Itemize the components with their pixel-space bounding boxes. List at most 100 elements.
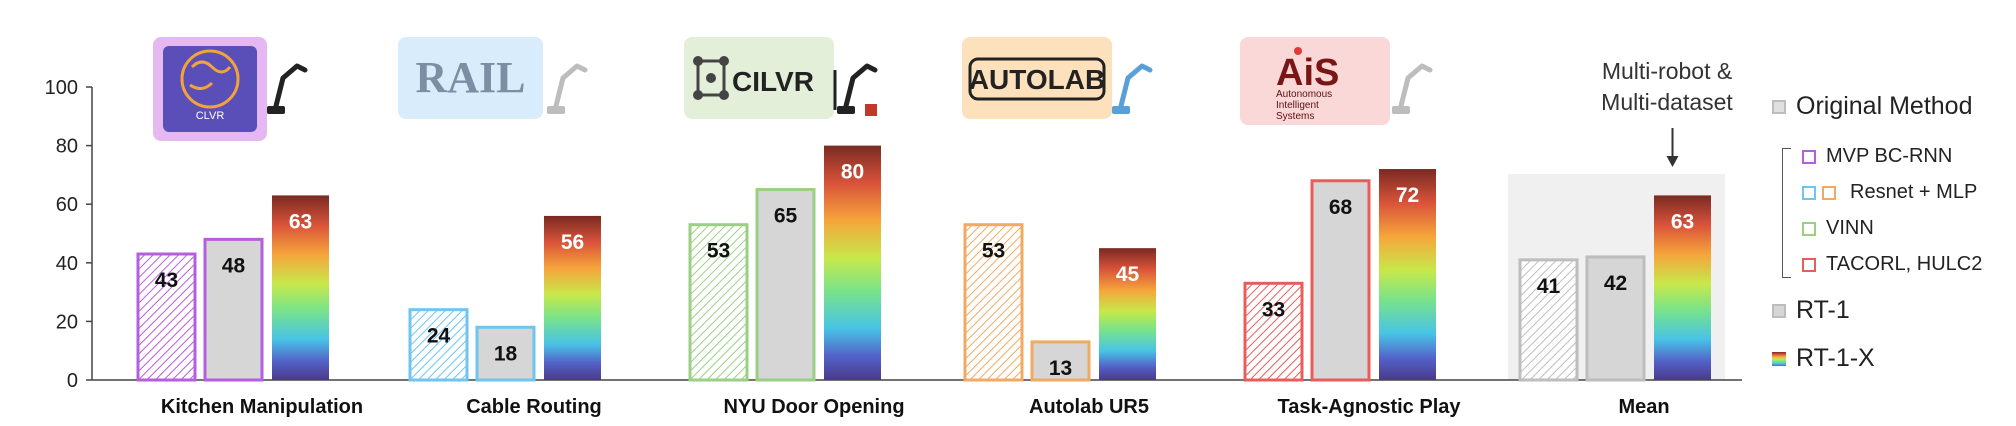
lab-logo-subtext: Systems <box>1276 111 1314 122</box>
annotation-arrow-head <box>1666 156 1679 167</box>
category-label: Autolab UR5 <box>1029 396 1149 418</box>
bar-rt1 <box>755 188 816 382</box>
category-label: Kitchen Manipulation <box>161 396 363 418</box>
legend-rt1x: RT-1-X <box>1772 344 1875 373</box>
legend-original-method: Original Method <box>1772 92 1972 121</box>
annotation-multi-robot: Multi-robot & Multi-dataset <box>1601 58 1733 115</box>
robot-arm-icon <box>267 63 308 114</box>
value-label-original: 33 <box>1262 298 1285 321</box>
lab-logo-text: AiS <box>1276 52 1339 94</box>
value-label-rt1x: 56 <box>561 231 584 254</box>
cilvr-node-icon <box>719 56 729 66</box>
lab-logo-text: CILVR <box>732 66 814 97</box>
lab-logo-text: AUTOLAB <box>969 64 1105 95</box>
value-label-rt1: 42 <box>1604 272 1627 295</box>
legend-item-vinn: VINN <box>1802 217 1874 240</box>
bar-rt1x <box>1099 248 1156 380</box>
cilvr-node-icon <box>693 90 703 100</box>
legend-resnet-label: Resnet + MLP <box>1850 181 1978 203</box>
bar-rt1x <box>1379 169 1436 380</box>
bar-rt1 <box>475 325 536 382</box>
legend-original-label: Original Method <box>1796 92 1973 120</box>
cilvr-node-icon <box>693 56 703 66</box>
bar-rt1x <box>272 195 329 380</box>
legend-item-resnet: Resnet + MLP <box>1802 181 1977 204</box>
value-label-rt1: 13 <box>1049 357 1072 380</box>
legend-rt1x-label: RT-1-X <box>1796 344 1875 372</box>
cilvr-network-icon <box>696 59 726 97</box>
bar-original-method <box>408 308 469 382</box>
bar-rt1 <box>1310 179 1371 382</box>
legend-item-mvp: MVP BC-RNN <box>1802 145 1952 168</box>
category-label: Mean <box>1618 396 1669 418</box>
y-tick-label: 80 <box>56 136 78 158</box>
legend-tacorl-swatch <box>1802 257 1816 272</box>
value-label-original: 53 <box>707 240 730 263</box>
bar-original-method <box>1518 258 1579 382</box>
y-tick-label: 60 <box>56 194 78 216</box>
value-label-rt1x: 45 <box>1116 263 1140 286</box>
value-label-original: 24 <box>427 325 451 348</box>
value-label-rt1: 68 <box>1329 196 1353 219</box>
bar-original-method <box>688 223 749 382</box>
cilvr-node-icon <box>719 90 729 100</box>
bar-rt1 <box>1585 255 1646 382</box>
robot-arm-icon <box>1112 63 1153 114</box>
legend-rt1-swatch <box>1772 303 1786 318</box>
legend-tacorl-label: TACORL, HULC2 <box>1826 253 1983 275</box>
legend-mvp-label: MVP BC-RNN <box>1826 145 1953 167</box>
legend-vinn-swatch <box>1802 221 1816 236</box>
value-label-rt1x: 63 <box>289 210 312 233</box>
y-tick-label: 40 <box>56 253 78 275</box>
lab-logo-text: RAIL <box>415 53 525 102</box>
lab-logo-box <box>1240 37 1390 125</box>
legend-resnet-swatch-orange <box>1822 185 1836 200</box>
category-label: Task-Agnostic Play <box>1277 396 1461 418</box>
legend-resnet-swatch-blue <box>1802 185 1816 200</box>
lab-logo-subtext: Intelligent <box>1276 100 1319 111</box>
legend-bracket <box>1782 148 1791 278</box>
category-label: Cable Routing <box>466 396 602 418</box>
brain-icon <box>180 49 240 109</box>
value-label-rt1x: 72 <box>1396 184 1419 207</box>
legend-vinn-label: VINN <box>1826 217 1874 239</box>
y-tick-label: 100 <box>45 77 78 99</box>
bar-rt1 <box>203 237 264 382</box>
robot-arm-icon <box>833 63 878 116</box>
legend-original-swatch <box>1772 99 1786 114</box>
brain-folds-icon <box>189 60 232 90</box>
y-tick-label: 0 <box>67 370 78 392</box>
bar-rt1x <box>1654 195 1711 380</box>
bar-original-method <box>136 252 197 382</box>
legend-mvp-swatch <box>1802 149 1816 164</box>
legend-item-tacorl: TACORL, HULC2 <box>1802 253 1982 276</box>
value-label-rt1x: 80 <box>841 161 864 184</box>
bar-chart: 0 20 40 60 80 100 43 48 63 Kitchen Manipulation 2… <box>45 37 1742 418</box>
value-label-rt1: 65 <box>774 205 798 228</box>
bar-rt1 <box>1030 340 1091 382</box>
bar-original-method <box>1243 281 1304 382</box>
legend-rt1x-swatch <box>1772 351 1786 366</box>
lab-logo-subtext: Autonomous <box>1276 89 1332 100</box>
robot-arm-icon <box>547 63 588 114</box>
legend-rt1: RT-1 <box>1772 296 1850 325</box>
value-label-rt1: 48 <box>222 254 246 277</box>
brain-logo-panel <box>163 46 257 132</box>
value-label-original: 41 <box>1537 275 1561 298</box>
category-label: NYU Door Opening <box>723 396 904 418</box>
autolab-badge-frame <box>968 57 1106 101</box>
value-label-original: 53 <box>982 240 1005 263</box>
bar-original-method <box>963 223 1024 382</box>
bar-rt1x <box>544 215 601 380</box>
cilvr-node-icon <box>706 73 716 83</box>
y-tick-label: 20 <box>56 311 78 333</box>
lab-logo-box <box>398 37 543 119</box>
legend-rt1-label: RT-1 <box>1796 296 1850 324</box>
value-label-rt1x: 63 <box>1671 210 1694 233</box>
value-label-original: 43 <box>155 269 178 292</box>
bar-rt1x <box>824 145 881 380</box>
ais-star-icon <box>1294 47 1302 55</box>
lab-logo-text: CLVR <box>196 110 225 122</box>
robot-arm-icon <box>1392 63 1433 114</box>
value-label-rt1: 18 <box>494 342 518 365</box>
